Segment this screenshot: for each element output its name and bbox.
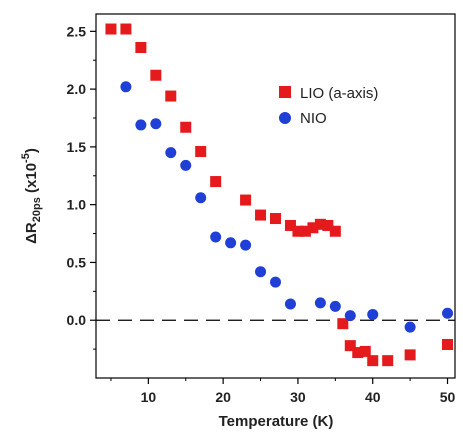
series-nio [120, 81, 454, 333]
y-tick-label: 0.5 [67, 254, 87, 270]
data-point-square [329, 225, 341, 237]
data-point-circle [120, 81, 132, 93]
data-point-square [337, 318, 349, 330]
data-point-circle [367, 308, 379, 320]
data-point-square [404, 349, 416, 361]
x-tick-label: 40 [365, 389, 381, 405]
legend-marker-lio [279, 86, 291, 98]
data-point-square [382, 355, 394, 367]
data-point-square [210, 176, 222, 188]
data-point-square [344, 340, 356, 352]
data-point-square [105, 23, 117, 35]
data-point-square [284, 219, 296, 231]
data-point-circle [150, 118, 162, 130]
data-point-square [165, 90, 177, 102]
data-point-square [352, 347, 364, 359]
data-point-square [359, 345, 371, 357]
data-point-circle [344, 310, 356, 322]
x-tick-label: 10 [141, 389, 157, 405]
series-lio [105, 23, 454, 367]
x-tick-label: 20 [215, 389, 231, 405]
y-axis-title-exponent: -5 [20, 153, 32, 163]
data-point-square [180, 121, 192, 133]
plot-frame [95, 13, 456, 379]
x-tick-label: 50 [440, 389, 456, 405]
data-point-square [442, 338, 454, 350]
y-tick-label: 2.5 [67, 23, 87, 39]
data-point-circle [240, 239, 252, 251]
data-point-square [314, 218, 326, 230]
data-series [105, 23, 454, 367]
data-point-circle [270, 276, 281, 288]
legend-marker-nio [279, 112, 291, 124]
y-tick-label: 1.5 [67, 139, 87, 155]
legend-label-lio: LIO (a-axis) [300, 85, 378, 102]
x-tick-label: 30 [290, 389, 306, 405]
data-point-square [255, 209, 267, 221]
data-point-circle [284, 298, 296, 310]
data-point-square [135, 42, 147, 54]
legend: LIO (a-axis) NIO [279, 85, 378, 127]
data-point-circle [210, 231, 222, 243]
data-point-square [120, 23, 132, 35]
data-point-square [240, 194, 252, 206]
data-point-circle [314, 297, 326, 309]
y-axis-title-suffix: ) [23, 148, 40, 153]
data-point-square [195, 146, 207, 158]
data-point-circle [195, 192, 207, 204]
data-point-circle [165, 147, 177, 159]
legend-label-nio: NIO [300, 110, 327, 127]
y-axis-title-subscript: 20ps [31, 197, 43, 222]
y-tick-label: 0.0 [67, 312, 87, 328]
data-point-square [322, 219, 334, 231]
x-axis-title: Temperature (K) [219, 413, 334, 430]
axis-ticks: 10 20 30 40 50 0.0 0.5 1.0 1.5 2.0 2.5 [67, 23, 456, 405]
data-point-square [299, 225, 311, 237]
data-point-circle [135, 119, 147, 131]
data-point-square [270, 213, 281, 225]
data-point-square [150, 69, 162, 81]
y-axis-title-main: ΔR [23, 222, 40, 244]
y-axis-title: ΔR20ps (x10-5) [20, 148, 43, 244]
data-point-circle [180, 159, 192, 171]
data-point-circle [225, 237, 237, 249]
y-axis-title-unit: (x10 [23, 163, 40, 197]
y-tick-label: 1.0 [67, 197, 87, 213]
data-point-circle [404, 321, 416, 333]
data-point-circle [442, 307, 454, 319]
data-point-circle [329, 300, 341, 312]
y-tick-label: 2.0 [67, 81, 87, 97]
data-point-square [307, 222, 319, 234]
data-point-square [367, 355, 379, 367]
data-point-square [292, 225, 304, 237]
data-point-circle [255, 266, 267, 278]
